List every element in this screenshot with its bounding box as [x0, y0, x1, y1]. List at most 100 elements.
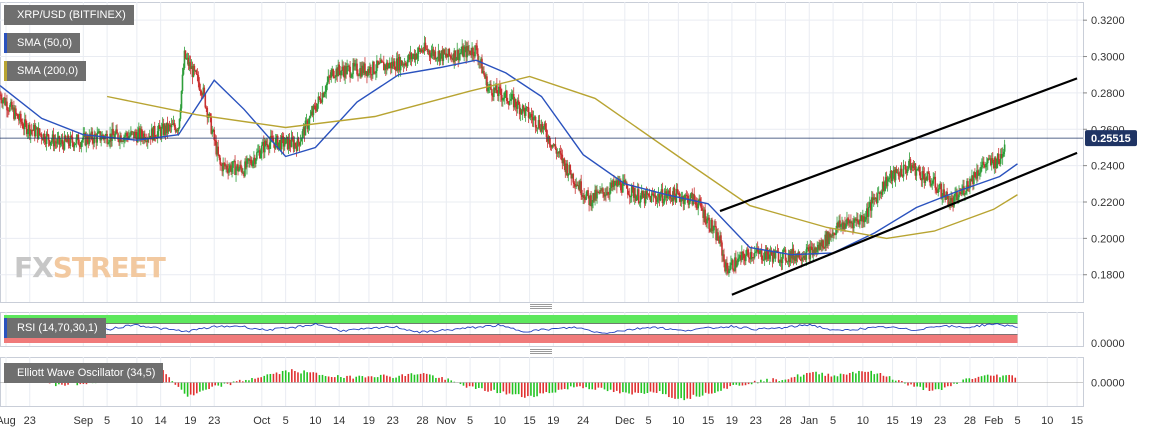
- ewo-bar: [245, 380, 247, 383]
- candle-body: [202, 95, 204, 96]
- x-tick-label: 23: [387, 415, 399, 427]
- x-axis: Aug23Sep510141923Oct51014192328Nov510151…: [0, 415, 1083, 427]
- candle-body: [903, 165, 905, 176]
- ewo-bar: [334, 377, 336, 382]
- candle-body: [429, 51, 431, 55]
- x-tick-label: 23: [208, 415, 220, 427]
- x-tick-label: 15: [523, 415, 535, 427]
- ewo-bar: [634, 382, 636, 392]
- candle-body: [100, 139, 102, 141]
- ewo-bar: [355, 377, 357, 383]
- panel-resize-handle-ewo[interactable]: [530, 349, 552, 353]
- candle-body: [607, 192, 609, 194]
- candle-body: [898, 173, 900, 176]
- candle-body: [200, 90, 202, 91]
- x-tick-label: 10: [309, 415, 321, 427]
- candle-body: [580, 181, 582, 195]
- ewo-bar: [999, 377, 1001, 382]
- candle-body: [636, 196, 638, 201]
- candle-body: [754, 253, 756, 258]
- candle-body: [349, 67, 351, 78]
- candle-body: [338, 65, 340, 72]
- candle-body: [539, 120, 541, 128]
- ewo-bar: [739, 382, 741, 385]
- candle-body: [528, 108, 530, 118]
- candle-body: [992, 158, 994, 161]
- candle-body: [20, 114, 22, 122]
- y-tick-label: 0.2800: [1091, 88, 1125, 100]
- candle-body: [954, 194, 956, 197]
- ewo-bar: [444, 380, 446, 383]
- ewo-bar: [745, 382, 747, 385]
- ewo-bar: [414, 375, 416, 383]
- candle-body: [905, 165, 907, 170]
- candle-body: [979, 173, 981, 174]
- candle-body: [70, 136, 72, 146]
- candle-body: [181, 91, 183, 109]
- ewo-bar: [766, 379, 768, 383]
- rsi-oversold-band: [4, 335, 1018, 343]
- x-tick-label: 15: [1071, 415, 1083, 427]
- candle-body: [845, 224, 847, 228]
- ewo-bar: [916, 382, 918, 386]
- candle-body: [474, 45, 476, 56]
- ewo-bar: [530, 382, 532, 395]
- candle-body: [787, 261, 789, 262]
- ewo-bar: [929, 382, 931, 390]
- ewo-bar: [892, 380, 894, 383]
- ewo-bar: [800, 377, 802, 383]
- candle-body: [620, 181, 622, 190]
- x-tick-label: 10: [857, 415, 869, 427]
- candle-body: [697, 203, 699, 208]
- legend-sma200[interactable]: SMA (200,0): [4, 61, 86, 81]
- candle-body: [356, 64, 358, 75]
- candle-body: [313, 106, 315, 116]
- legend-rsi[interactable]: RSI (14,70,30,1): [4, 318, 106, 338]
- candle-body: [267, 144, 269, 147]
- x-tick-label: 28: [964, 415, 976, 427]
- candle-body: [6, 102, 8, 111]
- ewo-bar: [447, 378, 449, 382]
- candle-body: [745, 255, 747, 261]
- candle-body: [614, 183, 616, 186]
- ewo-bar: [545, 382, 547, 392]
- panel-resize-handle-rsi[interactable]: [530, 304, 552, 308]
- candle-body: [201, 91, 203, 95]
- candle-body: [317, 104, 319, 111]
- ewo-bar: [818, 374, 820, 382]
- ewo-bar: [910, 382, 912, 384]
- candle-body: [301, 139, 303, 142]
- candle-body: [228, 168, 230, 172]
- candle-body: [68, 136, 70, 144]
- candle-body: [927, 171, 929, 173]
- legend-main[interactable]: XRP/USD (BITFINEX): [4, 5, 134, 25]
- x-tick-label: Feb: [984, 415, 1003, 427]
- candle-body: [857, 219, 859, 222]
- ewo-bar: [984, 375, 986, 382]
- candle-body: [998, 154, 1000, 161]
- candle-body: [664, 196, 666, 203]
- ewo-bar: [475, 382, 477, 388]
- ewo-bar: [665, 382, 667, 394]
- candle-body: [422, 50, 424, 51]
- ewo-bar: [536, 382, 538, 396]
- candle-body: [284, 144, 286, 146]
- candle-body: [923, 171, 925, 174]
- candle-body: [759, 250, 761, 253]
- x-tick-label: 10: [494, 415, 506, 427]
- ewo-bar: [873, 374, 875, 382]
- ewo-bar: [435, 378, 437, 383]
- candle-body: [640, 195, 642, 202]
- last-price-label: 0.25515: [1091, 133, 1131, 145]
- ewo-bar: [742, 382, 744, 385]
- ewo-bar: [291, 369, 293, 382]
- legend-sma50[interactable]: SMA (50,0): [4, 33, 80, 53]
- candle-body: [769, 255, 771, 259]
- ewo-bar: [947, 382, 949, 386]
- candle-body: [204, 88, 206, 94]
- candle-body: [15, 108, 17, 113]
- legend-ewo[interactable]: Elliott Wave Oscillator (34,5): [4, 363, 163, 383]
- ewo-bar: [827, 374, 829, 383]
- candle-body: [729, 269, 731, 270]
